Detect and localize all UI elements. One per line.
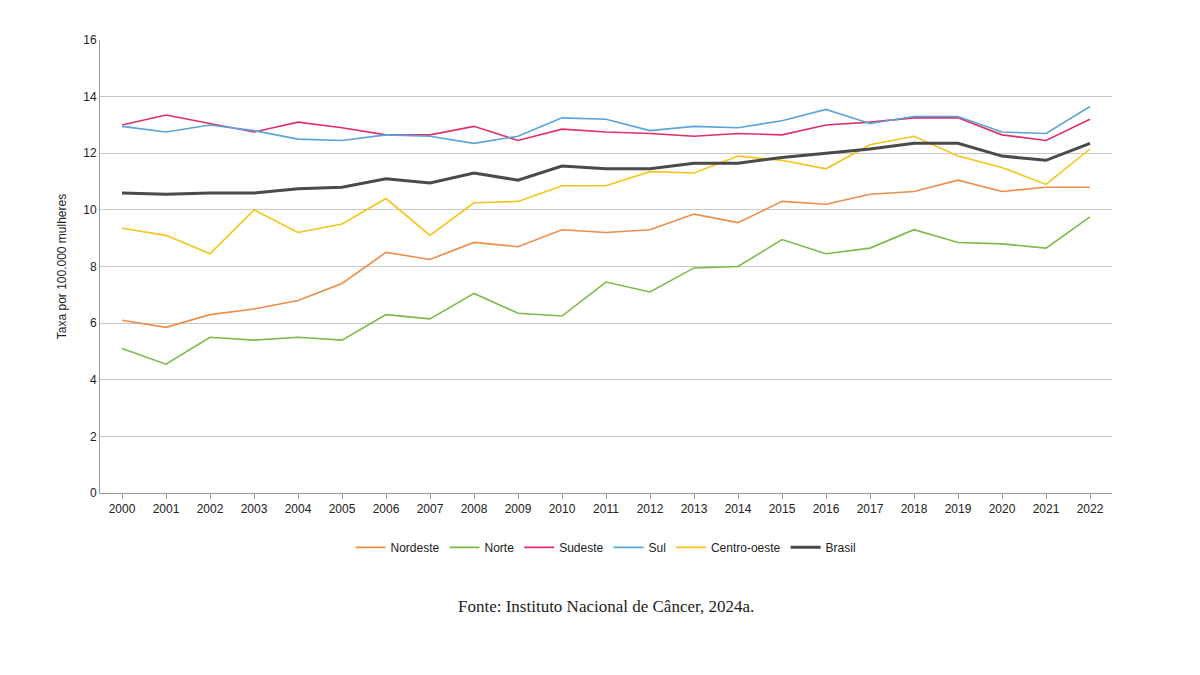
svg-text:2010: 2010 [549, 502, 576, 516]
svg-text:16: 16 [83, 33, 97, 47]
svg-text:8: 8 [90, 260, 97, 274]
svg-text:2021: 2021 [1033, 502, 1060, 516]
svg-text:2000: 2000 [109, 502, 136, 516]
svg-text:Sul: Sul [649, 541, 666, 555]
svg-text:Centro-oeste: Centro-oeste [711, 541, 781, 555]
svg-text:2004: 2004 [285, 502, 312, 516]
svg-text:2013: 2013 [681, 502, 708, 516]
svg-text:2008: 2008 [461, 502, 488, 516]
svg-text:2001: 2001 [153, 502, 180, 516]
svg-text:2011: 2011 [593, 502, 619, 516]
svg-text:2019: 2019 [945, 502, 972, 516]
svg-text:2005: 2005 [329, 502, 356, 516]
svg-text:2007: 2007 [417, 502, 444, 516]
svg-text:12: 12 [83, 146, 97, 160]
svg-text:2014: 2014 [725, 502, 752, 516]
svg-text:2002: 2002 [197, 502, 224, 516]
svg-text:2016: 2016 [813, 502, 840, 516]
svg-text:Nordeste: Nordeste [391, 541, 440, 555]
svg-text:2012: 2012 [637, 502, 664, 516]
svg-text:2020: 2020 [989, 502, 1016, 516]
svg-text:2006: 2006 [373, 502, 400, 516]
svg-text:2: 2 [90, 430, 97, 444]
svg-text:2003: 2003 [241, 502, 268, 516]
svg-text:2009: 2009 [505, 502, 532, 516]
svg-text:4: 4 [90, 373, 97, 387]
svg-text:0: 0 [90, 486, 97, 500]
svg-text:Brasil: Brasil [826, 541, 856, 555]
svg-text:Taxa por 100.000 mulheres: Taxa por 100.000 mulheres [55, 194, 69, 339]
svg-text:Fonte: Instituto Nacional de C: Fonte: Instituto Nacional de Câncer, 202… [458, 597, 754, 616]
svg-text:14: 14 [83, 90, 97, 104]
svg-text:2018: 2018 [901, 502, 928, 516]
svg-text:2017: 2017 [857, 502, 884, 516]
svg-text:6: 6 [90, 316, 97, 330]
svg-text:2022: 2022 [1077, 502, 1104, 516]
svg-text:Sudeste: Sudeste [559, 541, 603, 555]
svg-text:10: 10 [83, 203, 97, 217]
svg-text:2015: 2015 [769, 502, 796, 516]
svg-text:Norte: Norte [485, 541, 515, 555]
